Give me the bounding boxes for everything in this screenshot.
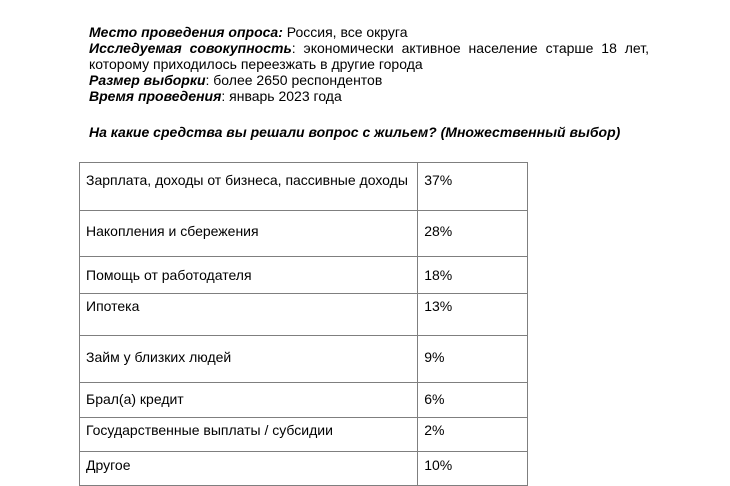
answer-label: Другое xyxy=(78,451,419,486)
table-row: Помощь от работодателя 18% xyxy=(78,256,528,294)
meta-sample-label: Размер выборки xyxy=(89,72,206,88)
meta-sample: Размер выборки: более 2650 респондентов xyxy=(89,72,649,88)
meta-location: Место проведения опроса: Россия, все окр… xyxy=(89,24,649,40)
meta-location-label: Место проведения опроса: xyxy=(89,24,283,40)
meta-time-label: Время проведения xyxy=(89,88,222,104)
answer-label: Зарплата, доходы от бизнеса, пассивные д… xyxy=(78,162,419,211)
answer-label: Накопления и сбережения xyxy=(78,210,419,257)
survey-question: На какие средства вы решали вопрос с жил… xyxy=(89,124,621,140)
meta-time-value: : январь 2023 года xyxy=(221,88,342,104)
table-row: Государственные выплаты / субсидии 2% xyxy=(78,417,528,452)
answer-label: Ипотека xyxy=(78,293,419,336)
meta-time: Время проведения: январь 2023 года xyxy=(89,88,649,104)
meta-population-label: Исследуемая совокупность xyxy=(89,40,292,56)
answer-percent: 9% xyxy=(417,335,528,383)
answer-percent: 2% xyxy=(417,417,528,452)
table-row: Другое 10% xyxy=(78,451,528,486)
answer-percent: 10% xyxy=(417,451,528,486)
meta-population: Исследуемая совокупность: экономически а… xyxy=(89,40,649,72)
results-table: Зарплата, доходы от бизнеса, пассивные д… xyxy=(78,162,528,486)
table-row: Займ у близких людей 9% xyxy=(78,335,528,383)
table-row: Ипотека 13% xyxy=(78,293,528,336)
answer-label: Займ у близких людей xyxy=(78,335,419,383)
answer-percent: 37% xyxy=(417,162,528,211)
answer-percent: 28% xyxy=(417,210,528,257)
meta-population-value: : экономически активное население старше… xyxy=(89,40,649,72)
answer-percent: 18% xyxy=(417,256,528,294)
table-row: Брал(а) кредит 6% xyxy=(78,382,528,418)
meta-location-value: Россия, все округа xyxy=(282,24,408,40)
meta-sample-value: : более 2650 респондентов xyxy=(205,72,383,88)
answer-label: Брал(а) кредит xyxy=(78,382,419,418)
survey-meta: Место проведения опроса: Россия, все окр… xyxy=(89,24,649,104)
answer-label: Государственные выплаты / субсидии xyxy=(78,417,419,452)
answer-percent: 13% xyxy=(417,293,528,336)
table-row: Зарплата, доходы от бизнеса, пассивные д… xyxy=(78,162,528,211)
answer-percent: 6% xyxy=(417,382,528,418)
table-row: Накопления и сбережения 28% xyxy=(78,210,528,257)
answer-label: Помощь от работодателя xyxy=(78,256,419,294)
